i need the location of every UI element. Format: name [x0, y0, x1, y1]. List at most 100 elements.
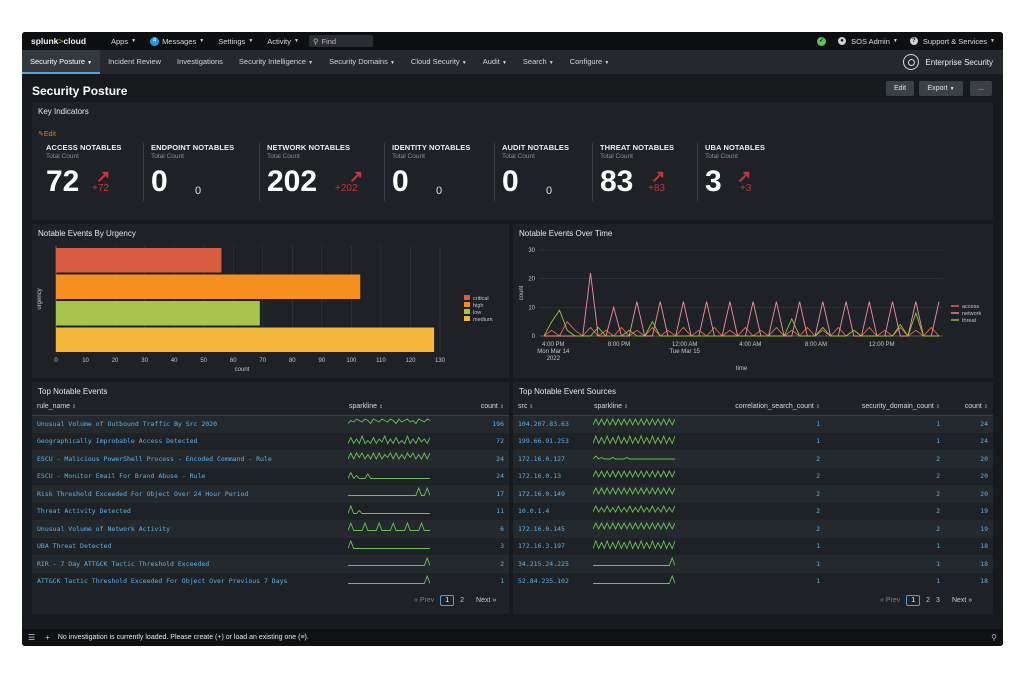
- kpi-audit-notables[interactable]: AUDIT NOTABLES Total Count 0 0: [502, 143, 592, 209]
- column-header-rule-name[interactable]: rule_name ⇕: [32, 399, 344, 416]
- security-domain-count-cell[interactable]: 1: [936, 577, 940, 586]
- table-row[interactable]: 172.16.0.149 2 2 20: [513, 485, 993, 503]
- count-cell[interactable]: 2: [454, 555, 509, 573]
- count-cell[interactable]: 17: [454, 485, 509, 503]
- table-row[interactable]: UBA Threat Detected 3: [32, 538, 509, 556]
- messages-menu[interactable]: 4 Messages ▼: [150, 36, 204, 46]
- apps-menu[interactable]: Apps ▼: [111, 37, 136, 46]
- kpi-endpoint-notables[interactable]: ENDPOINT NOTABLES Total Count 0 0: [151, 143, 259, 209]
- more-actions-button[interactable]: ...: [970, 81, 992, 96]
- nav-cloud-security[interactable]: Cloud Security ▼: [403, 50, 475, 74]
- count-cell[interactable]: 24: [454, 450, 509, 468]
- column-header-count[interactable]: count ⇕: [454, 399, 509, 416]
- src-cell[interactable]: 172.16.3.197: [518, 542, 565, 551]
- correlation-search-count-cell[interactable]: 2: [816, 472, 820, 481]
- src-cell[interactable]: 34.215.24.225: [513, 555, 589, 573]
- correlation-search-count-cell[interactable]: 1: [816, 437, 820, 446]
- count-cell[interactable]: 3: [500, 542, 504, 551]
- table-row[interactable]: ATT&CK Tactic Threshold Exceeded For Obj…: [32, 573, 509, 591]
- nav-security-posture[interactable]: Security Posture ▼: [22, 50, 101, 74]
- src-cell[interactable]: 172.16.0.127: [513, 450, 589, 468]
- correlation-search-count-cell[interactable]: 2: [685, 520, 825, 538]
- count-cell[interactable]: 19: [980, 507, 988, 516]
- count-cell[interactable]: 24: [945, 415, 993, 433]
- security-domain-count-cell[interactable]: 2: [825, 485, 945, 503]
- security-domain-count-cell[interactable]: 2: [825, 450, 945, 468]
- count-cell[interactable]: 20: [980, 472, 988, 481]
- health-status-icon[interactable]: ✓: [817, 36, 827, 46]
- count-cell[interactable]: 20: [945, 450, 993, 468]
- pager-page-3[interactable]: 3: [936, 597, 940, 604]
- src-cell[interactable]: 172.16.0.149: [513, 485, 589, 503]
- nav-search[interactable]: Search ▼: [515, 50, 562, 74]
- kpi-access-notables[interactable]: ACCESS NOTABLES Total Count 72 ↗ +72: [46, 143, 142, 209]
- security-domain-count-cell[interactable]: 1: [825, 555, 945, 573]
- find-input[interactable]: ⚲ Find: [308, 35, 373, 47]
- pager-page-1[interactable]: 1: [906, 595, 921, 606]
- table-row[interactable]: 52.84.235.102 1 1 18: [513, 573, 993, 591]
- correlation-search-count-cell[interactable]: 1: [685, 415, 825, 433]
- correlation-search-count-cell[interactable]: 2: [685, 450, 825, 468]
- security-domain-count-cell[interactable]: 1: [936, 542, 940, 551]
- pager-prev[interactable]: « Prev: [414, 597, 435, 604]
- rule-name-cell[interactable]: Risk Threshold Exceeded For Object Over …: [32, 485, 344, 503]
- count-cell[interactable]: 19: [945, 520, 993, 538]
- column-header-count[interactable]: count ⇕: [945, 399, 993, 416]
- count-cell[interactable]: 18: [980, 577, 988, 586]
- pager-next[interactable]: Next »: [476, 597, 497, 604]
- nav-security-domains[interactable]: Security Domains ▼: [321, 50, 403, 74]
- security-domain-count-cell[interactable]: 2: [936, 472, 940, 481]
- correlation-search-count-cell[interactable]: 2: [685, 485, 825, 503]
- pager-page-2[interactable]: 2: [926, 597, 931, 604]
- support-menu[interactable]: ? Support & Services ▼: [909, 37, 995, 46]
- count-cell[interactable]: 20: [945, 485, 993, 503]
- src-cell[interactable]: 104.207.83.63: [513, 415, 589, 433]
- rule-name-cell[interactable]: RIR - 7 Day ATT&CK Tactic Threshold Exce…: [32, 555, 344, 573]
- table-row[interactable]: ESCU - Monitor Email For Brand Abuse - R…: [32, 468, 509, 486]
- table-row[interactable]: ESCU - Malicious PowerShell Process - En…: [32, 450, 509, 468]
- src-cell[interactable]: 199.66.91.253: [518, 437, 569, 446]
- column-header-src[interactable]: src ⇕: [513, 399, 589, 416]
- correlation-search-count-cell[interactable]: 2: [816, 507, 820, 516]
- rule-name-cell[interactable]: UBA Threat Detected: [37, 542, 112, 551]
- splunk-logo[interactable]: splunk>cloud: [31, 36, 97, 46]
- kpi-network-notables[interactable]: NETWORK NOTABLES Total Count 202 ↗ +202: [267, 143, 383, 209]
- security-domain-count-cell[interactable]: 2: [936, 507, 940, 516]
- nav-investigations[interactable]: Investigations: [169, 50, 231, 74]
- table-row[interactable]: 104.207.83.63 1 1 24: [513, 415, 993, 433]
- rule-name-cell[interactable]: Unusual Volume of Outbound Traffic By Sr…: [32, 415, 344, 433]
- nav-audit[interactable]: Audit ▼: [475, 50, 515, 74]
- table-row[interactable]: Risk Threshold Exceeded For Object Over …: [32, 485, 509, 503]
- activity-menu[interactable]: Activity ▼: [267, 37, 299, 46]
- security-domain-count-cell[interactable]: 2: [825, 520, 945, 538]
- table-row[interactable]: Threat Activity Detected 11: [32, 503, 509, 521]
- edit-button[interactable]: Edit: [886, 81, 914, 96]
- kpi-identity-notables[interactable]: IDENTITY NOTABLES Total Count 0 0: [392, 143, 498, 209]
- kpi-threat-notables[interactable]: THREAT NOTABLES Total Count 83 ↗ +83: [600, 143, 696, 209]
- count-cell[interactable]: 18: [980, 542, 988, 551]
- plus-icon[interactable]: +: [45, 633, 50, 642]
- key-indicators-edit-link[interactable]: ✎Edit: [38, 130, 56, 138]
- correlation-search-count-cell[interactable]: 1: [816, 542, 820, 551]
- src-cell[interactable]: 52.84.235.102: [518, 577, 569, 586]
- count-cell[interactable]: 24: [980, 437, 988, 446]
- table-row[interactable]: 172.16.0.145 2 2 19: [513, 520, 993, 538]
- pager-prev[interactable]: « Prev: [880, 597, 901, 604]
- column-header-security-domain-count[interactable]: security_domain_count ⇕: [825, 399, 945, 416]
- correlation-search-count-cell[interactable]: 1: [816, 577, 820, 586]
- pager-next[interactable]: Next »: [951, 597, 973, 604]
- table-row[interactable]: 172.16.3.197 1 1 18: [513, 538, 993, 556]
- table-row[interactable]: Unusual Volume of Network Activity 6: [32, 520, 509, 538]
- rule-name-cell[interactable]: Threat Activity Detected: [37, 507, 131, 516]
- security-domain-count-cell[interactable]: 1: [825, 415, 945, 433]
- table-row[interactable]: 34.215.24.225 1 1 18: [513, 555, 993, 573]
- count-cell[interactable]: 72: [496, 437, 504, 446]
- rule-name-cell[interactable]: Unusual Volume of Network Activity: [32, 520, 344, 538]
- list-icon[interactable]: ☰: [28, 633, 36, 642]
- table-row[interactable]: 172.16.0.13 2 2 20: [513, 468, 993, 486]
- src-cell[interactable]: 172.16.0.13: [518, 472, 562, 481]
- count-cell[interactable]: 24: [496, 472, 504, 481]
- table-row[interactable]: RIR - 7 Day ATT&CK Tactic Threshold Exce…: [32, 555, 509, 573]
- table-row[interactable]: Unusual Volume of Outbound Traffic By Sr…: [32, 415, 509, 433]
- nav-incident-review[interactable]: Incident Review: [100, 50, 169, 74]
